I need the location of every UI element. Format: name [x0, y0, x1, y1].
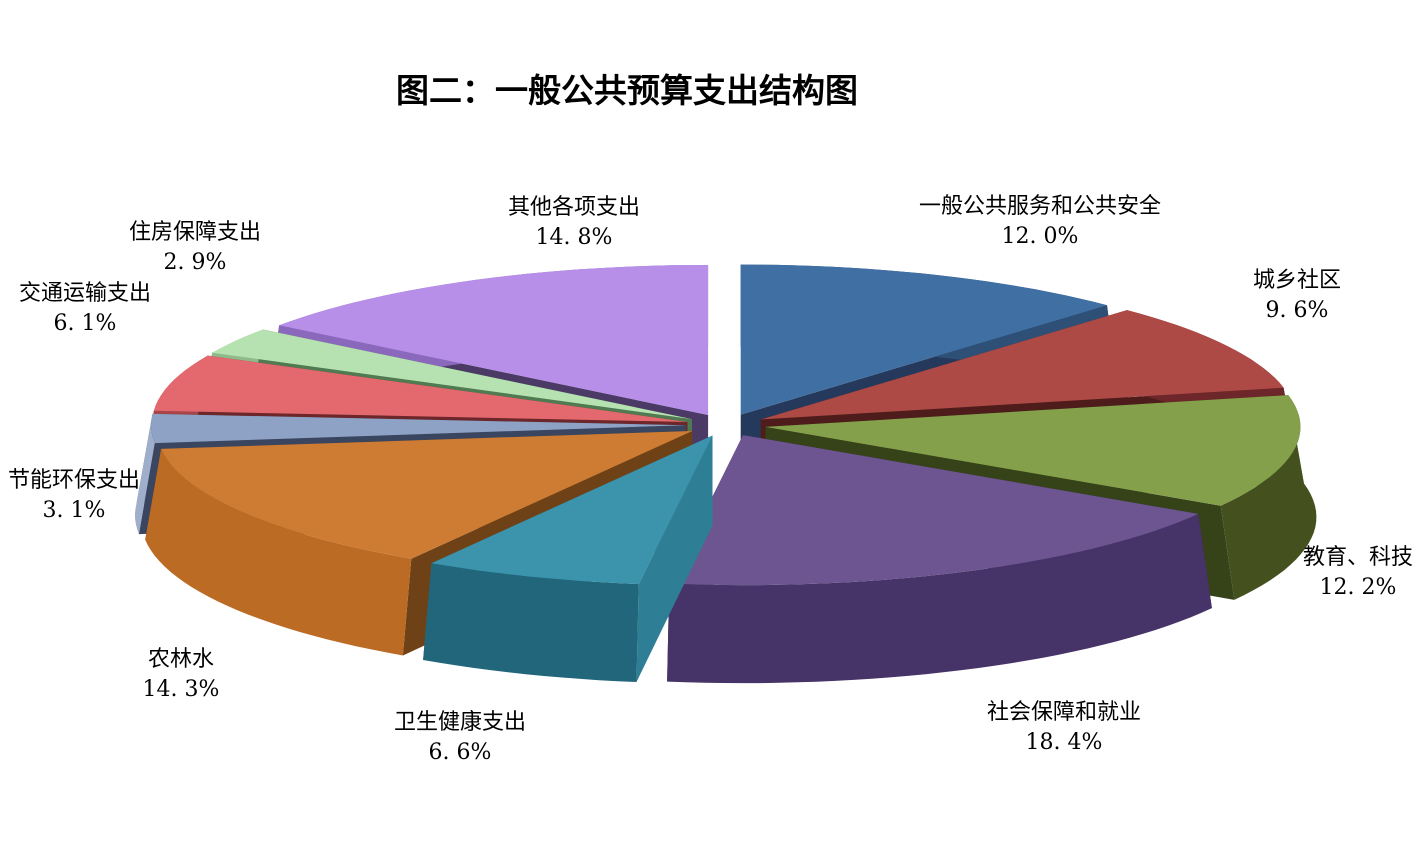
slice-top-face	[431, 435, 713, 585]
slice-label-name: 其他各项支出	[507, 195, 641, 220]
slice-label-name: 住房保障支出	[128, 220, 262, 245]
slice-label-name: 教育、科技	[1302, 545, 1414, 570]
slice-top-face	[212, 329, 692, 420]
slice-arc-face	[1220, 395, 1317, 600]
slice-label-value: 6. 1%	[53, 311, 117, 336]
slice-label-name: 农林水	[147, 647, 215, 672]
slice-label-4: 卫生健康支出 6. 6%	[394, 708, 526, 768]
slice-label-5: 农林水 14. 3%	[143, 645, 220, 705]
slice-label-9: 其他各项支出 14. 8%	[508, 193, 640, 253]
slice-arc-face	[423, 563, 639, 682]
slice-label-7: 交通运输支出 6. 1%	[19, 279, 151, 339]
slice-label-value: 6. 6%	[428, 740, 492, 765]
slice-top-face	[161, 431, 693, 559]
slice-label-name: 卫生健康支出	[393, 710, 527, 735]
slice-top-face	[760, 310, 1284, 420]
slice-label-value: 12. 0%	[1001, 224, 1079, 249]
slice-label-value: 3. 1%	[42, 498, 106, 523]
slice-label-value: 14. 3%	[142, 677, 220, 702]
slice-label-name: 社会保障和就业	[986, 700, 1142, 725]
chart-title: 图二：一般公共预算支出结构图	[396, 71, 858, 110]
slice-label-8: 住房保障支出 2. 9%	[129, 218, 261, 278]
slice-top-face	[740, 264, 1107, 415]
slice-label-3: 社会保障和就业 18. 4%	[987, 698, 1141, 758]
slice-label-name: 城乡社区	[1252, 268, 1342, 293]
slice-label-value: 14. 8%	[535, 225, 613, 250]
slice-label-name: 一般公共服务和公共安全	[918, 194, 1162, 219]
slice-label-value: 9. 6%	[1265, 298, 1329, 323]
slice-label-0: 一般公共服务和公共安全 12. 0%	[919, 192, 1161, 252]
slice-top-face	[153, 355, 688, 422]
slice-label-value: 2. 9%	[163, 250, 227, 275]
slice-label-value: 18. 4%	[1025, 730, 1103, 755]
slice-top-face	[669, 435, 1199, 586]
slice-top-face	[279, 265, 709, 415]
slice-arc-face	[145, 448, 412, 656]
slice-arc-face	[667, 513, 1212, 684]
slice-label-2: 教育、科技 12. 2%	[1303, 543, 1413, 603]
slice-label-value: 12. 2%	[1319, 575, 1397, 600]
slice-label-1: 城乡社区 9. 6%	[1253, 266, 1341, 326]
slice-label-name: 节能环保支出	[7, 468, 141, 493]
pie-slice-3	[667, 435, 1212, 684]
slice-arc-face	[135, 413, 155, 535]
pie-slice-4	[423, 435, 713, 682]
slice-label-6: 节能环保支出 3. 1%	[8, 466, 140, 526]
slice-top-face	[765, 395, 1301, 506]
slice-top-face	[151, 413, 686, 444]
slice-label-name: 交通运输支出	[18, 281, 152, 306]
